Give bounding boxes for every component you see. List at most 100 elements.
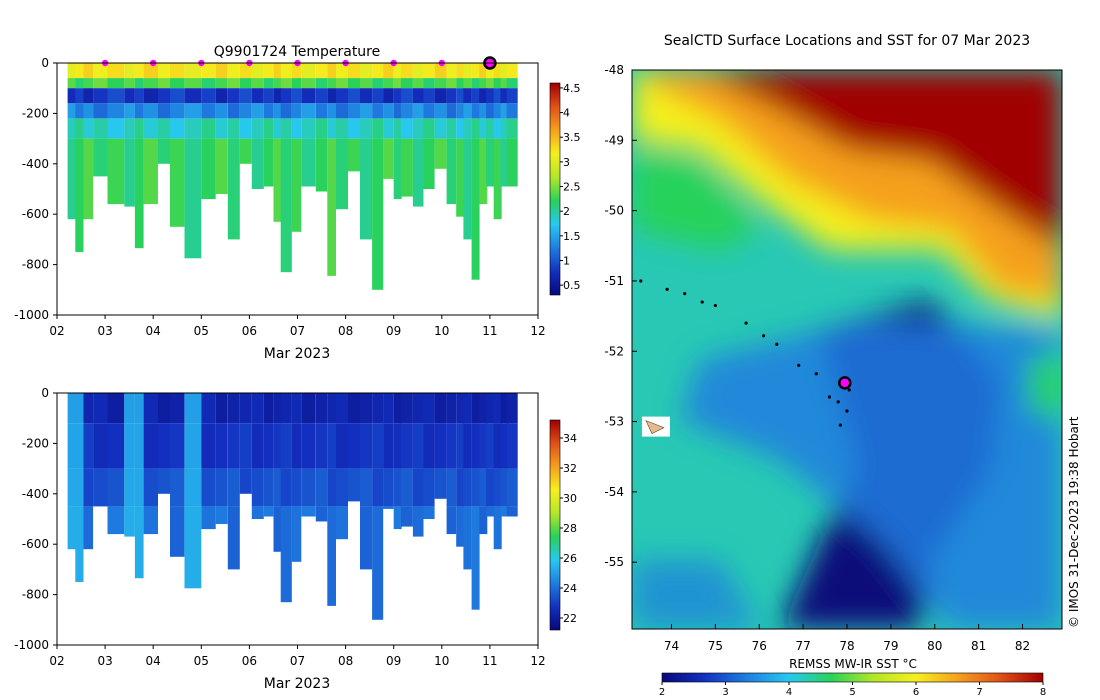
salinity-cell <box>423 423 435 469</box>
track-point <box>814 372 818 376</box>
temperature-profiles <box>67 63 518 290</box>
salinity-x-tick-label: 09 <box>386 654 401 668</box>
map-y-tick-label: -50 <box>604 204 624 218</box>
temperature-cell <box>158 78 170 89</box>
temperature-cell <box>456 88 465 104</box>
temperature-cell <box>348 103 360 119</box>
map-y-tick-label: -53 <box>604 415 624 429</box>
salinity-cell <box>239 393 252 424</box>
temperature-cell <box>75 63 84 79</box>
temperature-cell <box>336 103 348 119</box>
temperature-cell <box>184 118 202 139</box>
temperature-cell <box>336 88 348 104</box>
salinity-cell <box>412 506 424 537</box>
salinity-cell <box>280 423 292 469</box>
salinity-cell <box>412 423 424 469</box>
temperature-cell <box>434 118 447 139</box>
temperature-cell <box>456 103 465 119</box>
temperature-cell <box>400 103 413 119</box>
salinity-cell <box>227 393 240 424</box>
temperature-cell <box>446 118 457 139</box>
temperature-cell <box>301 138 316 187</box>
salinity-xlabel: Mar 2023 <box>264 676 331 692</box>
temperature-cell <box>93 63 108 79</box>
temperature-cell <box>336 63 348 79</box>
salinity-y-tick-label: -800 <box>22 588 49 602</box>
track-point <box>845 409 849 413</box>
temperature-cell <box>67 138 76 220</box>
salinity-cell <box>273 468 282 507</box>
temperature-cell <box>201 103 216 119</box>
temperature-x-tick-label: 05 <box>194 324 209 338</box>
temperature-cell <box>93 138 108 177</box>
salinity-cell <box>434 468 447 499</box>
salinity-cell <box>360 468 372 507</box>
temperature-x-tick-label: 07 <box>290 324 305 338</box>
temperature-cell <box>493 88 502 104</box>
temperature-cell <box>227 118 240 139</box>
salinity-cell <box>124 506 135 537</box>
salinity-cell <box>456 468 465 507</box>
track-point <box>762 334 766 338</box>
temperature-cell <box>383 78 394 89</box>
temperature-cell <box>67 103 76 119</box>
salinity-cell <box>372 506 384 620</box>
temperature-cell <box>201 88 216 104</box>
salinity-cell <box>215 393 228 424</box>
temperature-cell <box>301 63 316 79</box>
temperature-cell <box>158 138 170 164</box>
salinity-cell <box>493 506 502 550</box>
temperature-cell <box>215 63 228 79</box>
salinity-cell <box>75 423 84 469</box>
temperature-cell <box>301 88 316 104</box>
temperature-cell <box>463 103 472 119</box>
temperature-cell <box>493 118 502 139</box>
salinity-cell <box>93 468 108 507</box>
salinity-cell <box>506 393 518 424</box>
salinity-y-tick-label: -400 <box>22 487 49 501</box>
salinity-cell <box>400 506 413 527</box>
salinity-cell <box>383 423 394 469</box>
salinity-cell <box>280 506 292 603</box>
salinity-cell <box>83 506 94 550</box>
temperature-cell <box>372 63 384 79</box>
temperature-x-tick-label: 09 <box>386 324 401 338</box>
salinity-cell <box>184 393 202 424</box>
salinity-cell <box>383 506 394 509</box>
temperature-cell <box>201 118 216 139</box>
credit-text: © IMOS 31-Dec-2023 19:38 Hobart <box>1067 416 1081 628</box>
salinity-cell <box>158 393 170 424</box>
temperature-cell <box>93 118 108 139</box>
temperature-cell <box>251 88 264 104</box>
temperature-cell <box>500 63 509 79</box>
salinity-cell <box>348 423 360 469</box>
temperature-cell <box>158 118 170 139</box>
temperature-cell <box>83 118 94 139</box>
salinity-cb-tick-label: 30 <box>563 492 577 505</box>
map-title: SealCTD Surface Locations and SST for 07… <box>664 33 1030 49</box>
temperature-cell <box>143 63 158 79</box>
temperature-cell <box>463 118 472 139</box>
temperature-y-tick-label: -800 <box>22 258 49 272</box>
salinity-cb-tick-label: 32 <box>563 462 577 475</box>
salinity-colorbar <box>549 419 561 631</box>
salinity-cell <box>423 393 435 424</box>
temperature-cell <box>400 88 413 104</box>
temperature-cell <box>400 78 413 89</box>
temperature-cell <box>170 103 185 119</box>
temperature-cell <box>291 88 302 104</box>
temperature-cell <box>273 88 282 104</box>
map-x-tick-label: 78 <box>839 639 854 653</box>
temperature-cell <box>291 118 302 139</box>
temperature-x-tick-label: 12 <box>530 324 545 338</box>
temperature-cell <box>400 118 413 139</box>
salinity-cell <box>315 393 328 424</box>
temperature-cell <box>506 63 518 79</box>
salinity-cell <box>372 423 384 469</box>
temperature-cell <box>315 138 328 192</box>
temperature-cell <box>456 138 465 217</box>
temperature-cell <box>412 118 424 139</box>
salinity-cell <box>315 506 328 522</box>
salinity-cell <box>227 423 240 469</box>
temperature-cell <box>301 78 316 89</box>
